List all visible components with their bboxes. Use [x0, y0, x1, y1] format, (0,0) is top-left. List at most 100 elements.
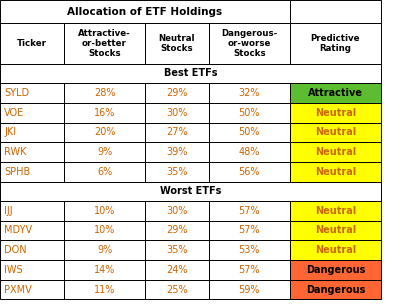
Text: SPHB: SPHB [4, 167, 30, 177]
Text: Predictive
Rating: Predictive Rating [310, 34, 359, 53]
Text: Neutral
Stocks: Neutral Stocks [158, 34, 195, 53]
Bar [0, 103, 64, 123]
Text: Ticker: Ticker [17, 39, 47, 48]
Text: 9%: 9% [97, 147, 112, 157]
Text: Dangerous-
or-worse
Stocks: Dangerous- or-worse Stocks [221, 29, 277, 58]
Bar [145, 123, 209, 142]
Text: 57%: 57% [238, 225, 260, 235]
Bar [289, 103, 380, 123]
Bar [64, 240, 145, 260]
Text: 9%: 9% [97, 245, 112, 255]
Bar [64, 83, 145, 103]
Bar [145, 280, 209, 299]
Bar [0, 182, 380, 201]
Bar [289, 240, 380, 260]
Bar [64, 123, 145, 142]
Bar [64, 220, 145, 240]
Text: Neutral: Neutral [314, 225, 355, 235]
Text: Dangerous: Dangerous [305, 265, 364, 275]
Bar [0, 23, 64, 64]
Text: 39%: 39% [166, 147, 187, 157]
Bar [145, 220, 209, 240]
Bar [64, 162, 145, 182]
Bar [64, 280, 145, 299]
Bar [0, 201, 64, 220]
Text: 20%: 20% [94, 127, 115, 137]
Bar [289, 260, 380, 280]
Bar [0, 220, 64, 240]
Bar [289, 162, 380, 182]
Text: Best ETFs: Best ETFs [163, 68, 217, 78]
Bar [209, 260, 289, 280]
Text: Worst ETFs: Worst ETFs [159, 186, 221, 196]
Bar [289, 83, 380, 103]
Bar [289, 23, 380, 64]
Bar [64, 260, 145, 280]
Text: Neutral: Neutral [314, 127, 355, 137]
Text: 30%: 30% [166, 206, 187, 216]
Bar [209, 103, 289, 123]
Text: 48%: 48% [238, 147, 259, 157]
Bar [209, 220, 289, 240]
Bar [209, 83, 289, 103]
Bar [289, 123, 380, 142]
Bar [0, 123, 64, 142]
Bar [145, 142, 209, 162]
Bar [209, 142, 289, 162]
Text: Allocation of ETF Holdings: Allocation of ETF Holdings [67, 7, 222, 16]
Text: Attractive: Attractive [307, 88, 362, 98]
Text: 53%: 53% [238, 245, 259, 255]
Bar [64, 142, 145, 162]
Text: 57%: 57% [238, 265, 260, 275]
Text: IWS: IWS [4, 265, 23, 275]
Text: 10%: 10% [94, 206, 115, 216]
Text: MDYV: MDYV [4, 225, 32, 235]
Text: DON: DON [4, 245, 27, 255]
Bar [209, 162, 289, 182]
Text: 14%: 14% [94, 265, 115, 275]
Text: SYLD: SYLD [4, 88, 29, 98]
Text: 24%: 24% [166, 265, 187, 275]
Bar [0, 142, 64, 162]
Bar [209, 280, 289, 299]
Text: 35%: 35% [166, 167, 187, 177]
Text: Attractive-
or-better
Stocks: Attractive- or-better Stocks [78, 29, 131, 58]
Bar [0, 240, 64, 260]
Bar [145, 23, 209, 64]
Bar [0, 260, 64, 280]
Text: 6%: 6% [97, 167, 112, 177]
Bar [145, 201, 209, 220]
Text: Neutral: Neutral [314, 108, 355, 118]
Text: 35%: 35% [166, 245, 187, 255]
Text: VOE: VOE [4, 108, 24, 118]
Text: 56%: 56% [238, 167, 259, 177]
Bar [289, 280, 380, 299]
Text: 27%: 27% [166, 127, 188, 137]
Bar [145, 240, 209, 260]
Bar [209, 23, 289, 64]
Text: PXMV: PXMV [4, 285, 32, 295]
Text: IJJ: IJJ [4, 206, 13, 216]
Text: 50%: 50% [238, 127, 259, 137]
Text: 59%: 59% [238, 285, 259, 295]
Text: 16%: 16% [94, 108, 115, 118]
Bar [0, 0, 289, 23]
Text: 32%: 32% [238, 88, 259, 98]
Text: JKI: JKI [4, 127, 16, 137]
Bar [0, 64, 380, 83]
Bar [209, 201, 289, 220]
Bar [145, 103, 209, 123]
Text: 30%: 30% [166, 108, 187, 118]
Text: Neutral: Neutral [314, 147, 355, 157]
Text: 29%: 29% [166, 225, 187, 235]
Text: 29%: 29% [166, 88, 187, 98]
Text: 50%: 50% [238, 108, 259, 118]
Bar [209, 240, 289, 260]
Text: 28%: 28% [94, 88, 115, 98]
Text: 25%: 25% [166, 285, 188, 295]
Bar [289, 201, 380, 220]
Text: 10%: 10% [94, 225, 115, 235]
Text: Dangerous: Dangerous [305, 285, 364, 295]
Bar [145, 260, 209, 280]
Bar [289, 142, 380, 162]
